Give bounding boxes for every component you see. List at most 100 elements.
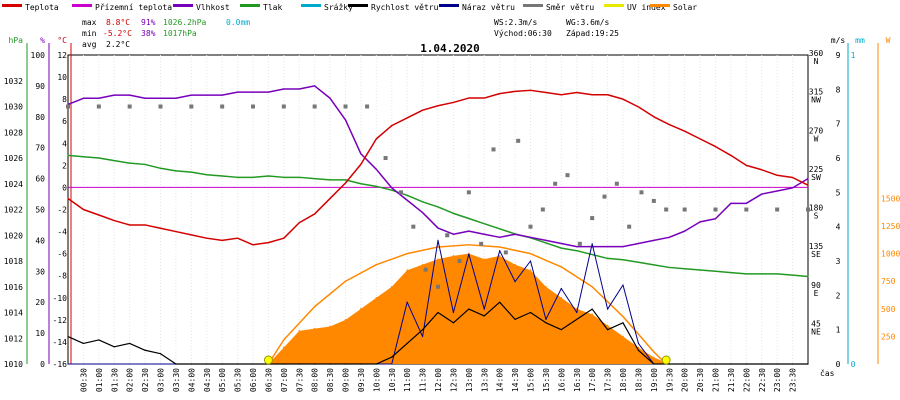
x-axis: 00:30 01:00 01:30 02:00 02:30 03:00 03:30 04:00… [79,368,834,392]
x-tick-label: 03:00 [157,368,166,392]
wind-speed-line-point [236,363,239,365]
humidity-line-point [514,233,516,235]
legend-swatch [2,4,22,7]
wind-direction-point [281,104,286,109]
x-tick-label: 18:00 [619,368,628,392]
x-tick-label: 12:00 [434,368,443,392]
x-tick-label: 15:30 [542,368,551,392]
wind-gust-line-point [452,311,455,314]
temperature-line-point [591,94,593,96]
temperature-axis-tick: 10 [57,73,67,82]
pressure-line-point [714,270,717,272]
solar-point [514,263,516,266]
solar-theoretical-line-point [529,253,532,255]
temperature-line [67,89,809,246]
humidity-line-point [529,236,532,238]
solar-theoretical-line-point [622,315,624,318]
humidity-line-point [622,245,624,248]
wind-speed-line-point [668,363,670,365]
pressure-line-point [452,212,455,214]
solar-tick: 1250 [881,222,900,231]
pressure-line-point [144,163,146,166]
wind-direction-point [445,233,450,238]
x-tick-label: 16:00 [557,368,566,392]
wind-speed-line-point [159,353,162,355]
legend-swatch [523,4,543,7]
legend-swatch [604,4,624,7]
wind-speed-line-point [576,318,578,320]
temperature-axis-tick: 0 [62,183,67,192]
x-tick-label: 17:30 [604,368,613,392]
temperature-line-point [499,93,501,95]
wind-direction-tick: 45 [811,319,821,328]
temperature-axis-tick: 4 [62,139,67,148]
wind-speed-line-point [406,342,408,344]
temperature-line-point [560,94,562,96]
legend-swatch [301,4,321,7]
temperature-axis-tick: 2 [62,161,67,170]
temperature-axis-tick: 8 [62,95,67,104]
temperature-line-point [791,176,794,179]
temperature-line-point [113,219,115,222]
pressure-line-point [653,264,655,266]
wind-speed-line-point [360,363,362,365]
wind-gust-line-point [144,363,146,365]
wind-speed-tick: 7 [836,120,841,129]
wind-direction-point [516,138,521,143]
wind-speed-tick: 5 [836,188,841,197]
solar-point [637,346,640,349]
pressure-line-point [267,175,270,177]
stat-min-label: min [82,29,97,38]
pressure-line-point [252,176,254,178]
pressure-axis-tick: 1030 [4,103,23,112]
humidity-axis-tick: 50 [35,206,45,215]
temperature-axis-tick: -10 [53,294,68,303]
wind-speed-line-point [314,363,316,365]
wind-gust-line-point [406,301,408,303]
wind-direction-point [651,198,656,203]
wind-speed-line-point [483,315,485,317]
stat-max-rain: 0.0mm [226,18,250,27]
humidity-line-point [776,190,778,192]
x-tick-label: 08:00 [311,368,320,392]
solar-point [483,258,486,260]
wind-speed-line-point [468,308,470,310]
x-tick-label: 03:30 [172,368,181,392]
humidity-line-point [82,97,85,99]
wind-speed-line-point [714,363,717,365]
pressure-line-point [684,268,686,270]
wind-gust-line-point [468,253,470,255]
wind-speed-line-point [221,363,223,365]
x-tick-label: 20:30 [696,368,705,392]
legend-swatch [650,4,670,7]
wind-direction-point [457,259,462,263]
humidity-line-point [113,94,115,96]
wind-direction-label: W [814,134,819,143]
wind-direction-tick: 180 [809,204,824,213]
humidity-line-point [560,242,562,245]
x-tick-label: 15:00 [527,368,536,392]
wind-direction-label: NE [811,327,821,336]
wind-direction-point [577,241,582,246]
wind-gust-line-point [67,363,69,365]
wind-speed-line-point [761,363,763,365]
temperature-line-point [653,116,655,118]
wind-speed-line-point [82,342,85,344]
solar-point [437,258,439,260]
solar-theoretical-line-point [314,306,316,308]
temperature-line-point [144,224,146,226]
wind-direction-point [553,181,558,186]
solar-point [283,346,285,349]
humidity-line-point [745,202,747,204]
solar-point [498,255,501,257]
humidity-line-point [468,230,470,232]
wind-speed-line-point [684,363,686,365]
temperature-line-point [67,197,69,200]
wind-gust-line-point [421,335,424,338]
solar-point [452,255,455,257]
solar-tick: 750 [881,277,896,286]
pressure-line-point [129,162,131,164]
wind-gust-line-point [82,363,85,365]
wind-speed-tick: 9 [836,51,841,60]
pressure-line-point [406,194,408,196]
